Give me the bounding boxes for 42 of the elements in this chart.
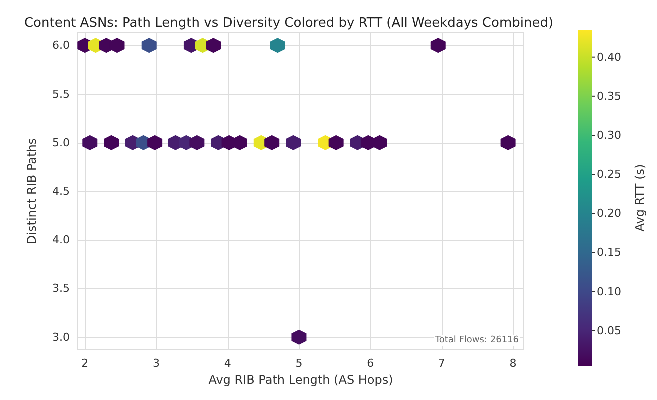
point xyxy=(206,38,222,54)
y-tick-label: 4.5 xyxy=(52,185,70,198)
y-tick-label: 5.0 xyxy=(52,136,70,150)
point xyxy=(372,135,388,150)
x-tick-label: 3 xyxy=(152,357,160,370)
color-bar-label: 0.05 xyxy=(597,324,622,338)
point xyxy=(110,38,125,54)
point xyxy=(270,38,286,54)
y-tick-label: 4.0 xyxy=(52,234,70,247)
point xyxy=(500,135,516,150)
color-bar-label: 0.25 xyxy=(597,168,622,182)
point xyxy=(104,135,120,150)
point xyxy=(286,135,302,150)
point xyxy=(190,135,205,150)
y-axis-title: Distinct RIB Paths xyxy=(25,138,39,245)
x-axis-title: Avg RIB Path Length (AS Hops) xyxy=(208,372,394,387)
x-tick-label: 7 xyxy=(438,357,446,370)
color-bar-label: 0.30 xyxy=(597,128,622,142)
color-bar-label: 0.20 xyxy=(597,207,622,220)
point xyxy=(430,38,446,54)
point xyxy=(142,38,157,54)
y-tick-label: 3.5 xyxy=(52,282,70,296)
x-tick-label: 8 xyxy=(510,357,517,370)
y-tick-label: 6.0 xyxy=(52,39,70,52)
color-bar-title: Avg RTT (s) xyxy=(633,164,647,232)
point xyxy=(82,135,98,150)
color-bar-label: 0.40 xyxy=(597,50,622,64)
color-bar-label: 0.35 xyxy=(597,90,622,103)
chart-title: Content ASNs: Path Length vs Diversity Colored by RTT (All Weekdays Combined) xyxy=(24,16,554,31)
x-tick-label: 6 xyxy=(367,357,374,370)
color-bar-label: 0.10 xyxy=(597,285,622,298)
x-tick-label: 5 xyxy=(296,357,303,370)
annotation: Total Flows: 26116 xyxy=(434,336,520,346)
x-tick-label: 4 xyxy=(224,357,232,370)
y-tick-label: 3.0 xyxy=(52,330,70,344)
point xyxy=(328,135,344,150)
point xyxy=(292,330,307,345)
point xyxy=(148,135,163,150)
y-tick-label: 5.5 xyxy=(52,88,70,101)
color-bar-label: 0.15 xyxy=(597,246,622,260)
point xyxy=(264,135,280,150)
x-tick-label: 2 xyxy=(82,357,89,370)
